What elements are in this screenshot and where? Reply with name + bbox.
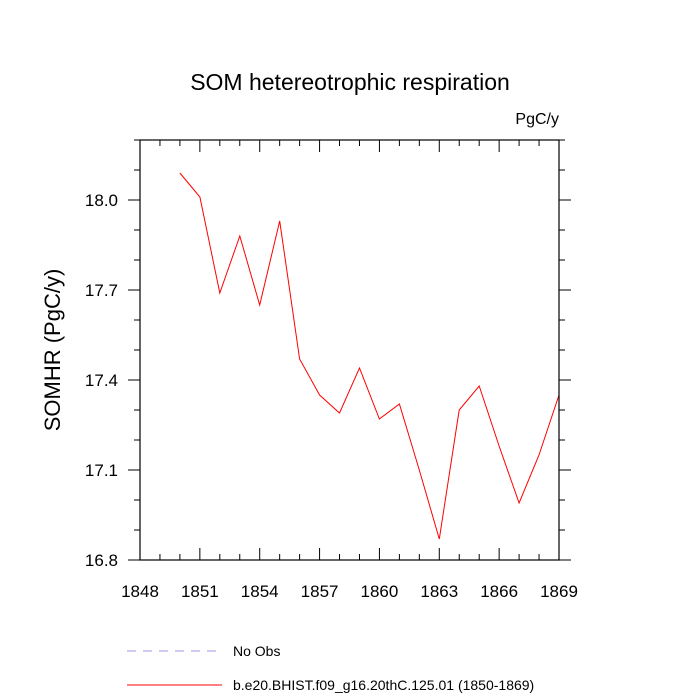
- x-tick-label: 1866: [480, 582, 518, 601]
- x-tick-label: 1848: [121, 582, 159, 601]
- x-tick-label: 1860: [361, 582, 399, 601]
- x-tick-label: 1863: [420, 582, 458, 601]
- chart-title: SOM hetereotrophic respiration: [190, 69, 510, 95]
- axis-ticks: [128, 139, 571, 561]
- series-lines: [179, 172, 560, 540]
- x-tick-label: 1851: [181, 582, 219, 601]
- plot-frame: [139, 139, 560, 561]
- legend-label-no-obs: No Obs: [233, 643, 280, 659]
- y-tick-label: 17.1: [85, 461, 118, 480]
- legend: No Obs b.e20.BHIST.f09_g16.20thC.125.01 …: [127, 643, 534, 693]
- y-tick-label: 18.0: [85, 191, 118, 210]
- y-tick-label: 17.4: [85, 371, 118, 390]
- axis-tick-labels: 1848 1851 1854 1857 1860 1863 1866 1869 16.8 17.1…: [85, 191, 578, 601]
- y-tick-label: 17.7: [85, 281, 118, 300]
- y-tick-label: 16.8: [85, 551, 118, 570]
- x-tick-label: 1854: [241, 582, 279, 601]
- series-line-0: [179, 172, 560, 540]
- x-tick-label: 1869: [540, 582, 578, 601]
- legend-label-model: b.e20.BHIST.f09_g16.20thC.125.01 (1850-1…: [233, 677, 534, 693]
- x-tick-label: 1857: [301, 582, 339, 601]
- y-axis-label: SOMHR (PgC/y): [40, 269, 65, 432]
- units-label: PgC/y: [515, 111, 559, 128]
